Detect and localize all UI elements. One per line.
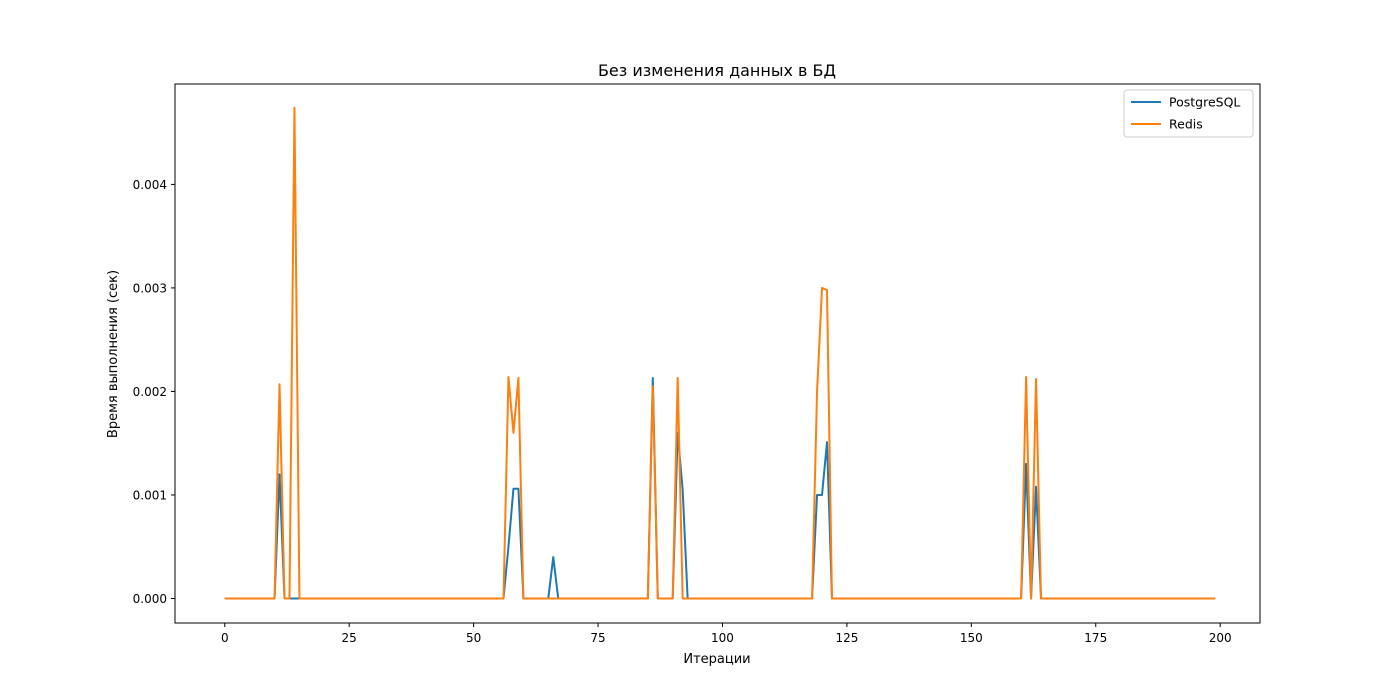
x-tick-label: 125 — [835, 631, 858, 645]
y-axis-ticks: 0.000 0.001 0.002 0.003 0.004 — [133, 178, 175, 606]
y-tick-label: 0.002 — [133, 385, 167, 399]
x-tick-label: 75 — [590, 631, 605, 645]
y-tick-label: 0.000 — [133, 592, 167, 606]
x-tick-label: 100 — [711, 631, 734, 645]
plot-lines — [224, 106, 1216, 600]
legend: PostgreSQL Redis — [1123, 89, 1254, 138]
x-tick-label: 25 — [342, 631, 357, 645]
x-tick-label: 0 — [221, 631, 229, 645]
plot-frame — [174, 83, 1261, 624]
y-tick-label: 0.004 — [133, 178, 167, 192]
legend-label-redis: Redis — [1169, 117, 1203, 132]
chart-title: Без изменения данных в БД — [598, 61, 836, 80]
x-axis-label: Итерации — [683, 652, 750, 667]
y-tick-label: 0.003 — [133, 281, 167, 295]
series-line-redis — [224, 106, 1216, 600]
x-tick-label: 200 — [1209, 631, 1232, 645]
x-tick-label: 50 — [466, 631, 481, 645]
legend-label-postgresql: PostgreSQL — [1169, 95, 1240, 110]
x-axis-ticks: 0 25 50 75 100 125 150 175 200 — [221, 623, 1232, 645]
y-axis-label: Время выполнения (сек) — [106, 270, 121, 438]
x-tick-label: 175 — [1084, 631, 1107, 645]
x-tick-label: 150 — [960, 631, 983, 645]
y-tick-label: 0.001 — [133, 488, 167, 502]
